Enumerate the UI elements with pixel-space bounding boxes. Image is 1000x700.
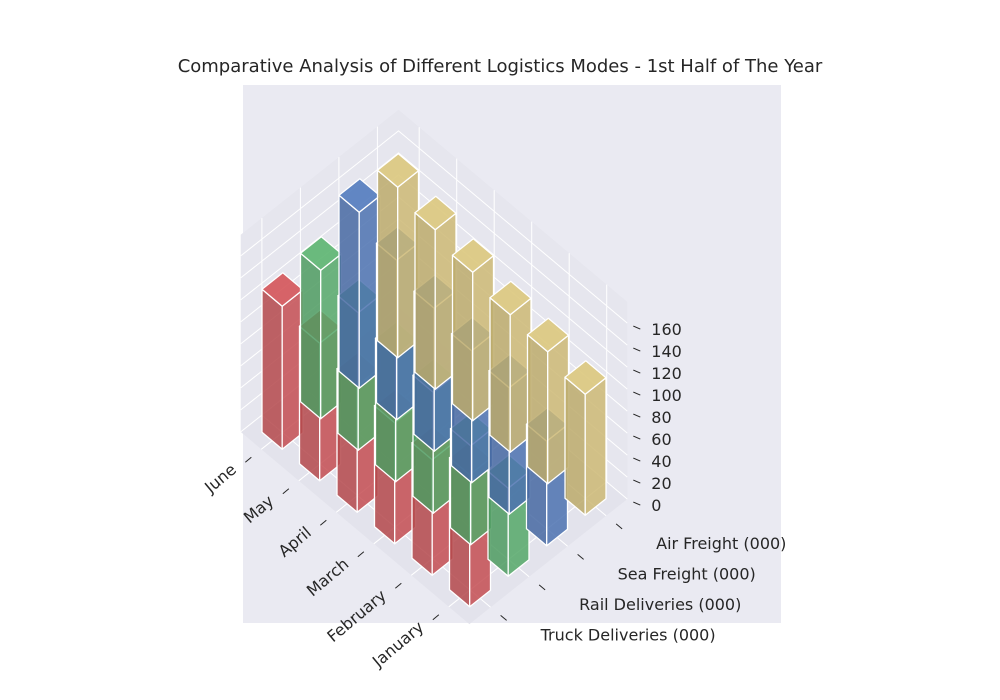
series-tick-mark — [615, 523, 623, 530]
series-tick-label: Rail Deliveries (000) — [579, 595, 741, 614]
bar-face-left — [489, 297, 511, 453]
bar-face-top — [489, 280, 532, 316]
month-tick-mark — [357, 551, 365, 558]
z-tick-mark — [633, 369, 641, 374]
month-tick-mark — [320, 519, 327, 526]
bar-face-left — [299, 252, 322, 420]
series-tick-mark — [538, 584, 546, 591]
bar-face-left — [451, 254, 474, 422]
bar-face-left — [376, 169, 399, 359]
z-tick-label: 120 — [651, 364, 682, 383]
bar-face-left — [261, 288, 283, 450]
z-tick-mark — [633, 479, 641, 484]
z-tick-mark — [633, 391, 641, 396]
series-tick-label: Sea Freight (000) — [618, 564, 756, 583]
series-tick-label: Air Freight (000) — [656, 534, 786, 553]
bar — [564, 360, 607, 516]
z-tick-mark — [633, 347, 641, 352]
bar-face-top — [414, 195, 457, 231]
z-tick-label: 60 — [651, 430, 671, 449]
z-gridline — [240, 152, 628, 346]
z-tick-mark — [633, 501, 641, 506]
bar-face-top — [376, 153, 420, 188]
bars-group — [261, 153, 607, 608]
z-tick-label: 100 — [651, 386, 682, 405]
bar-face-top — [451, 238, 495, 273]
bar — [376, 153, 420, 359]
month-tick-label: June — [200, 460, 240, 498]
z-tick-mark — [633, 435, 641, 440]
z-tick-label: 0 — [651, 496, 661, 515]
bar-face-left — [564, 376, 586, 516]
bar-face-top — [261, 272, 304, 307]
bar-face-right — [584, 377, 607, 516]
chart-title: Comparative Analysis of Different Logist… — [177, 56, 823, 77]
bar — [414, 195, 457, 390]
tick-labels: 020406080100120140160JanuaryFebruaryMarc… — [200, 320, 786, 671]
bar — [299, 236, 343, 420]
z-tick-label: 40 — [651, 452, 671, 471]
z-tick-label: 140 — [651, 342, 682, 361]
bar-face-top — [299, 236, 343, 271]
z-tick-mark — [633, 413, 641, 418]
bar-face-left — [526, 334, 549, 485]
series-tick-mark — [577, 553, 584, 560]
month-tick-mark — [395, 582, 402, 589]
bar — [261, 272, 304, 450]
month-tick-label: January — [368, 617, 427, 671]
z-tick-label: 20 — [651, 474, 671, 493]
z-tick-mark — [633, 325, 641, 330]
bar-face-left — [414, 212, 436, 390]
month-tick-mark — [282, 488, 290, 495]
bar-face-top — [526, 317, 570, 353]
month-tick-mark — [245, 456, 252, 463]
bar — [338, 178, 381, 389]
z-gridline — [240, 130, 628, 324]
bar — [489, 280, 532, 453]
bar — [451, 238, 495, 422]
z-tick-label: 80 — [651, 408, 671, 427]
series-tick-label: Truck Deliveries (000) — [540, 625, 716, 644]
z-tick-mark — [633, 457, 641, 462]
bar-face-left — [338, 194, 360, 389]
month-tick-mark — [432, 614, 440, 621]
series-tick-mark — [500, 614, 507, 621]
bar-face-top — [338, 178, 381, 213]
z-tick-label: 160 — [651, 320, 682, 339]
bar — [526, 317, 570, 485]
bar-face-top — [564, 360, 607, 395]
